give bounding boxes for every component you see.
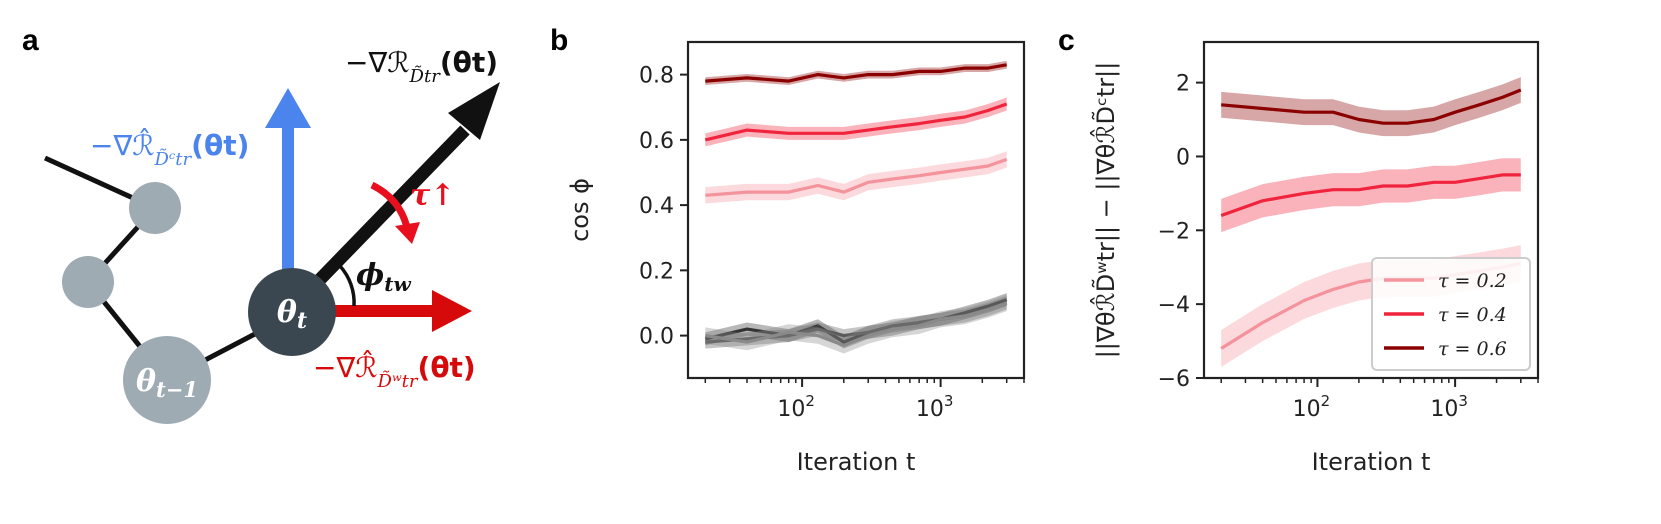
y-tick-label: −6 (1158, 367, 1190, 392)
axes-frame (1202, 40, 1540, 380)
blue-arrowhead-icon (265, 88, 311, 128)
x-tick-label: 102 (777, 392, 815, 422)
series-line (705, 157, 1008, 197)
y-tick-label: 0 (1176, 145, 1190, 170)
y-tick-label: 0.0 (639, 325, 674, 350)
black-arrow-label: −∇ℛD̃tr(θt) (345, 46, 498, 87)
series-line (1220, 173, 1521, 218)
y-tick-label: 0.6 (639, 129, 674, 154)
x-tick-label: 102 (1293, 392, 1331, 422)
legend-label: τ = 0.2 (1438, 270, 1507, 292)
x-tick-label: 103 (916, 392, 954, 422)
y-tick-label: −4 (1158, 293, 1190, 318)
series-band (705, 60, 1007, 86)
axes-frame (686, 40, 1026, 380)
angle-label: ϕtw (356, 258, 411, 296)
series-band (705, 151, 1007, 204)
trajectory-node (62, 256, 114, 308)
theta-prev-node (123, 336, 211, 424)
y-tick-label: 0.4 (639, 194, 674, 219)
series-band (705, 97, 1007, 147)
series-band (1221, 77, 1521, 137)
red-arrow-label: −∇ℛ̂D̃ʷtr(θt) (313, 348, 476, 392)
angle-arc (338, 264, 356, 307)
x-axis-label: Iteration t (797, 448, 916, 476)
blue-arrow-label: −∇ℛ̂D̃ᶜtr(θt) (90, 126, 249, 170)
series-line (704, 102, 1008, 142)
legend-box (1371, 257, 1531, 371)
series-band (705, 294, 1007, 354)
y-tick-label: 2 (1176, 72, 1190, 97)
black-arrow-shaft (295, 125, 470, 305)
legend-label: τ = 0.4 (1438, 304, 1507, 326)
theta-t-node (248, 268, 336, 356)
y-tick-label: 0.8 (639, 64, 674, 89)
tau-label: τ↑ (410, 178, 455, 213)
series-line (1221, 88, 1522, 125)
x-tick-label: 103 (1430, 392, 1468, 422)
series-line (705, 63, 1007, 83)
tau-arrowhead-icon (395, 222, 420, 244)
chart-c: −6 −4 −2 0 2 102 103 Iteration t ||∇θℛ̂D̃ʷtr|| −… (1090, 40, 1540, 476)
diagram: θt−1 θt −∇ℛD̃tr(θt) −∇ℛ̂D̃ᶜtr(θt) −∇ℛ̂D̃… (43, 46, 500, 424)
panel-b-letter: b (550, 24, 568, 57)
series-band (1221, 158, 1521, 233)
series-line (705, 301, 1008, 347)
theta-t-label: θt (277, 295, 307, 334)
y-axis-label: ||∇θℛ̂D̃ʷtr|| − ||∇θℛ̂D̃ᶜtr|| (1090, 62, 1120, 359)
legend-label: τ = 0.6 (1438, 338, 1507, 360)
y-tick-label: 0.2 (639, 259, 674, 284)
panel-c-letter: c (1058, 24, 1075, 57)
red-arrowhead-icon (432, 290, 472, 332)
y-axis-label: cos ϕ (566, 178, 594, 242)
theta-prev-label: θt−1 (136, 364, 198, 402)
black-arrowhead-icon (448, 82, 500, 140)
trajectory-node (129, 182, 181, 234)
panel-a-letter: a (22, 24, 39, 57)
y-tick-label: −2 (1158, 219, 1190, 244)
x-axis-label: Iteration t (1312, 448, 1431, 476)
